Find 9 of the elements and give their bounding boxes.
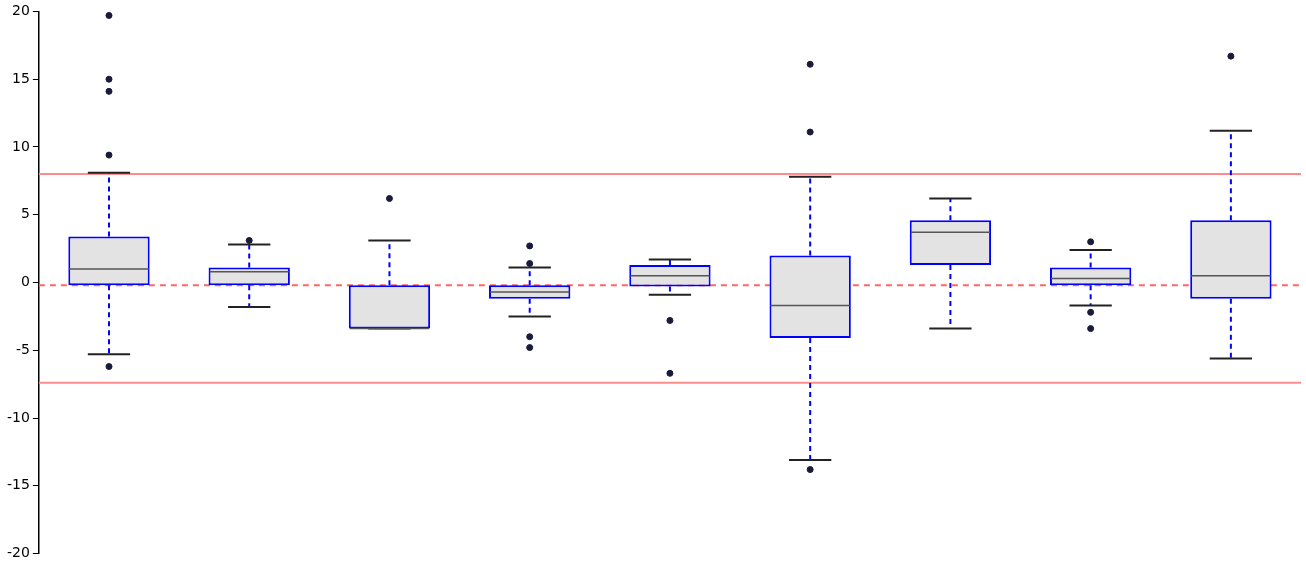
y-tick-label: -15	[6, 476, 30, 493]
y-tick-label: -20	[6, 544, 30, 561]
y-tick-label: 10	[12, 137, 30, 154]
y-tick-label: 20	[12, 2, 30, 19]
y-tick-label: 15	[12, 69, 30, 86]
y-tick-label: -10	[6, 408, 30, 425]
y-tick-label: 0	[20, 273, 30, 290]
y-tick-label: 5	[20, 205, 30, 222]
y-tick-label: -5	[15, 340, 30, 357]
